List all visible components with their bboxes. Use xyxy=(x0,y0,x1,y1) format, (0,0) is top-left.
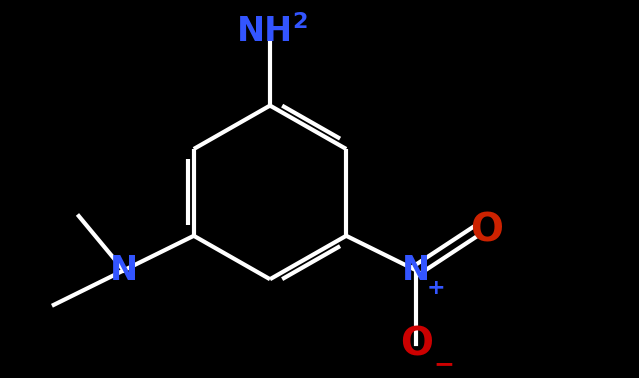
Text: N: N xyxy=(110,254,138,287)
Text: −: − xyxy=(434,352,455,376)
Text: NH: NH xyxy=(237,15,293,48)
Text: N: N xyxy=(402,254,430,287)
Text: O: O xyxy=(400,325,433,363)
Text: 2: 2 xyxy=(292,12,308,32)
Text: +: + xyxy=(427,278,445,298)
Text: O: O xyxy=(470,212,503,250)
